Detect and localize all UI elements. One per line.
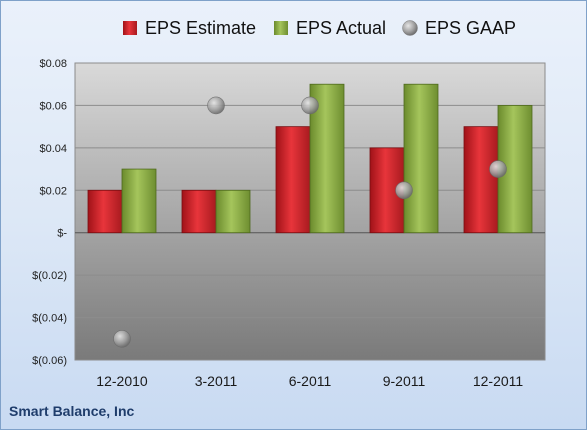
y-tick-label: $0.06 xyxy=(39,100,67,112)
gaap-marker xyxy=(489,160,507,178)
x-tick-label: 12-2011 xyxy=(473,373,524,389)
gaap-marker xyxy=(301,96,319,115)
legend-swatch xyxy=(402,20,418,36)
y-tick-label: $- xyxy=(57,228,67,240)
x-tick-label: 9-2011 xyxy=(383,373,426,389)
bar-eps-actual xyxy=(403,83,439,234)
y-axis-ticks: $0.08 $0.06 $0.04 $0.02 $- $(0.02) $(0.04) $(0.… xyxy=(32,58,67,367)
y-tick-label: $0.08 xyxy=(39,58,67,70)
bars xyxy=(87,83,533,234)
bar-eps-actual xyxy=(121,168,157,234)
legend-label: EPS GAAP xyxy=(425,18,516,38)
legend-swatch xyxy=(274,21,288,35)
y-tick-label: $(0.02) xyxy=(32,270,67,282)
legend-label: EPS Actual xyxy=(296,18,386,38)
legend-swatch xyxy=(123,21,137,35)
gaap-marker xyxy=(395,181,413,200)
y-tick-label: $0.04 xyxy=(39,143,67,155)
bar-eps-estimate xyxy=(181,189,217,234)
x-tick-label: 12-2010 xyxy=(96,373,148,389)
gaap-markers xyxy=(113,96,507,348)
y-tick-label: $(0.04) xyxy=(32,313,67,325)
legend: EPS Estimate EPS Actual EPS GAAP xyxy=(123,18,516,38)
bar-eps-estimate xyxy=(87,189,123,234)
legend-label: EPS Estimate xyxy=(145,18,256,38)
y-tick-label: $0.02 xyxy=(39,185,67,197)
bar-eps-estimate xyxy=(463,126,499,234)
gaap-marker xyxy=(207,96,225,115)
y-tick-label: $(0.06) xyxy=(32,355,67,367)
bar-eps-estimate xyxy=(275,126,311,234)
company-name: Smart Balance, Inc xyxy=(9,403,135,419)
x-tick-label: 3-2011 xyxy=(195,373,238,389)
x-tick-label: 6-2011 xyxy=(289,373,332,389)
bar-eps-actual xyxy=(215,189,251,234)
x-axis-ticks: 12-2010 3-2011 6-2011 9-2011 12-2011 xyxy=(96,373,523,389)
gaap-marker xyxy=(113,329,131,348)
